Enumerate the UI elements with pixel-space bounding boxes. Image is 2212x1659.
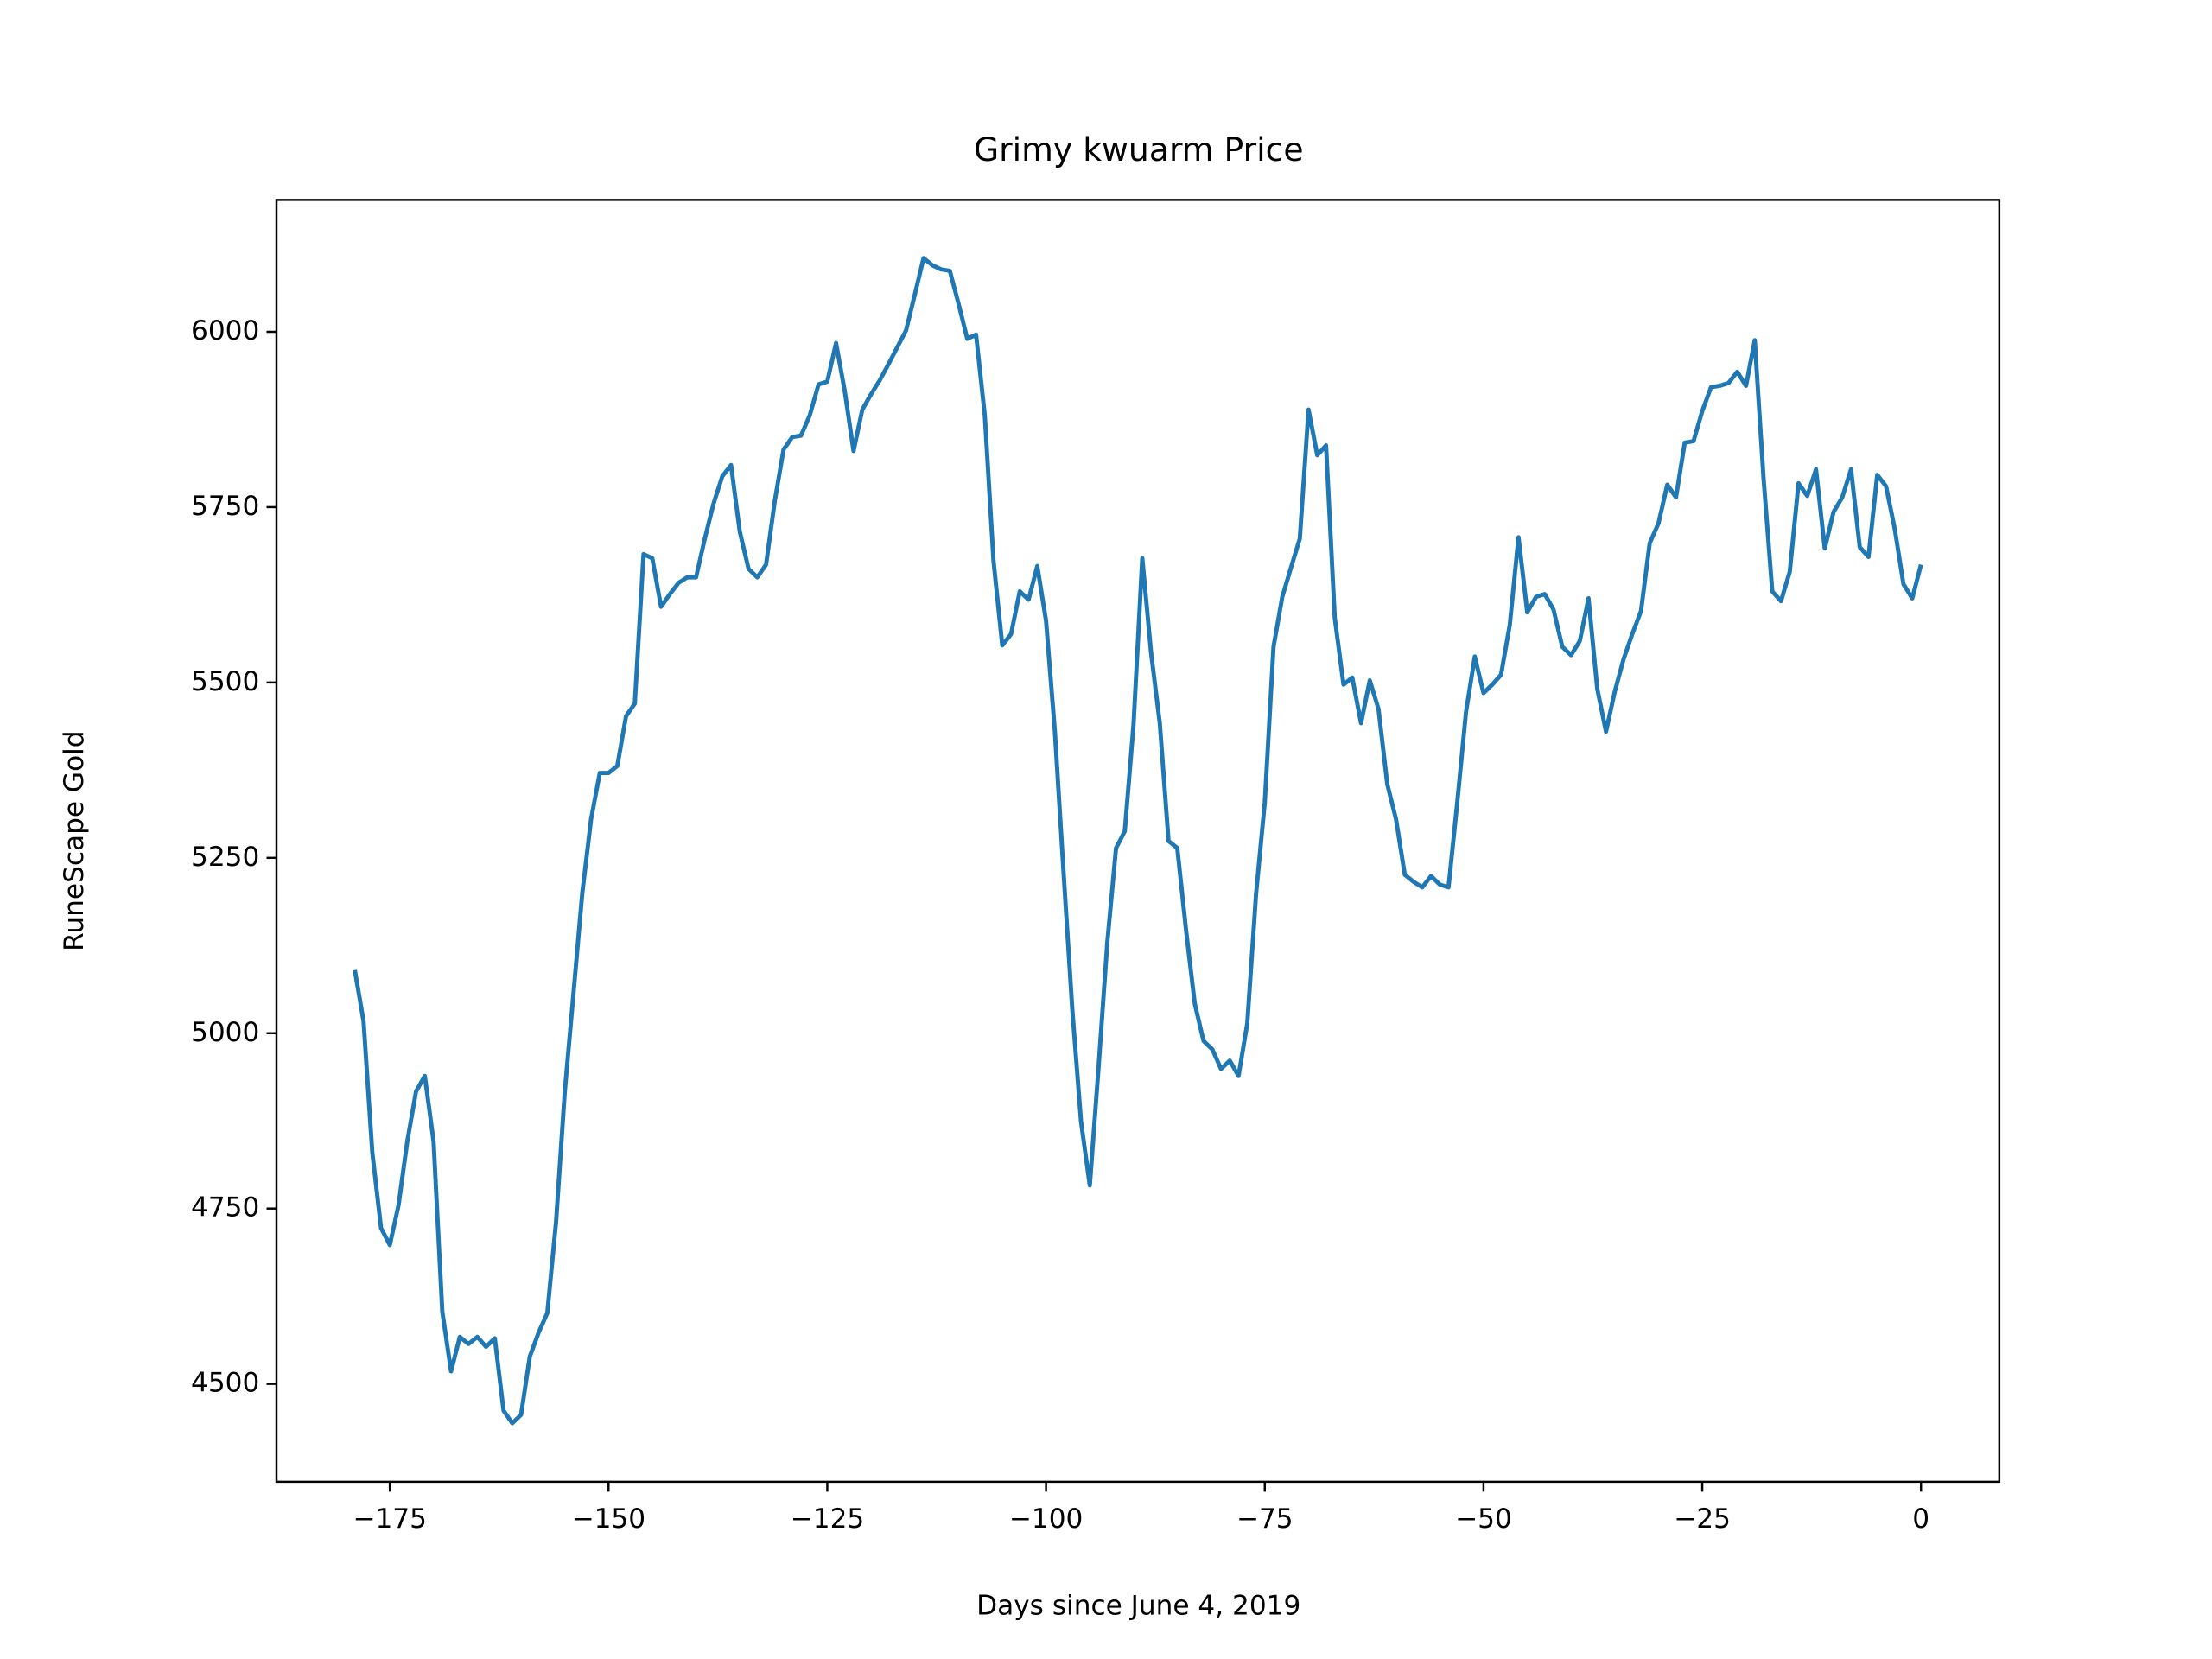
y-tick-label: 6000 — [191, 315, 259, 346]
x-tick-label: −50 — [1455, 1503, 1512, 1535]
x-tick-label: −25 — [1674, 1503, 1731, 1535]
price-line — [353, 256, 1923, 1426]
plot-frame — [275, 199, 2001, 1484]
y-tick-label: 4500 — [191, 1368, 259, 1399]
x-tick-label: −125 — [791, 1503, 865, 1535]
y-tick-label: 5500 — [191, 666, 259, 697]
y-tick-label: 5750 — [191, 491, 259, 522]
x-tick-label: −75 — [1236, 1503, 1294, 1535]
x-tick-label: −150 — [571, 1503, 645, 1535]
y-tick-label: 4750 — [191, 1192, 259, 1224]
x-tick-label: 0 — [1912, 1503, 1929, 1535]
y-tick-label: 5000 — [191, 1017, 259, 1048]
x-axis-label: Days since June 4, 2019 — [976, 1590, 1300, 1621]
x-tick-label: −100 — [1009, 1503, 1084, 1535]
y-axis-label: RuneScape Gold — [59, 730, 90, 950]
x-tick-label: −175 — [353, 1503, 427, 1535]
y-tick-label: 5250 — [191, 842, 259, 873]
chart-title: Grimy kwuarm Price — [974, 130, 1304, 168]
